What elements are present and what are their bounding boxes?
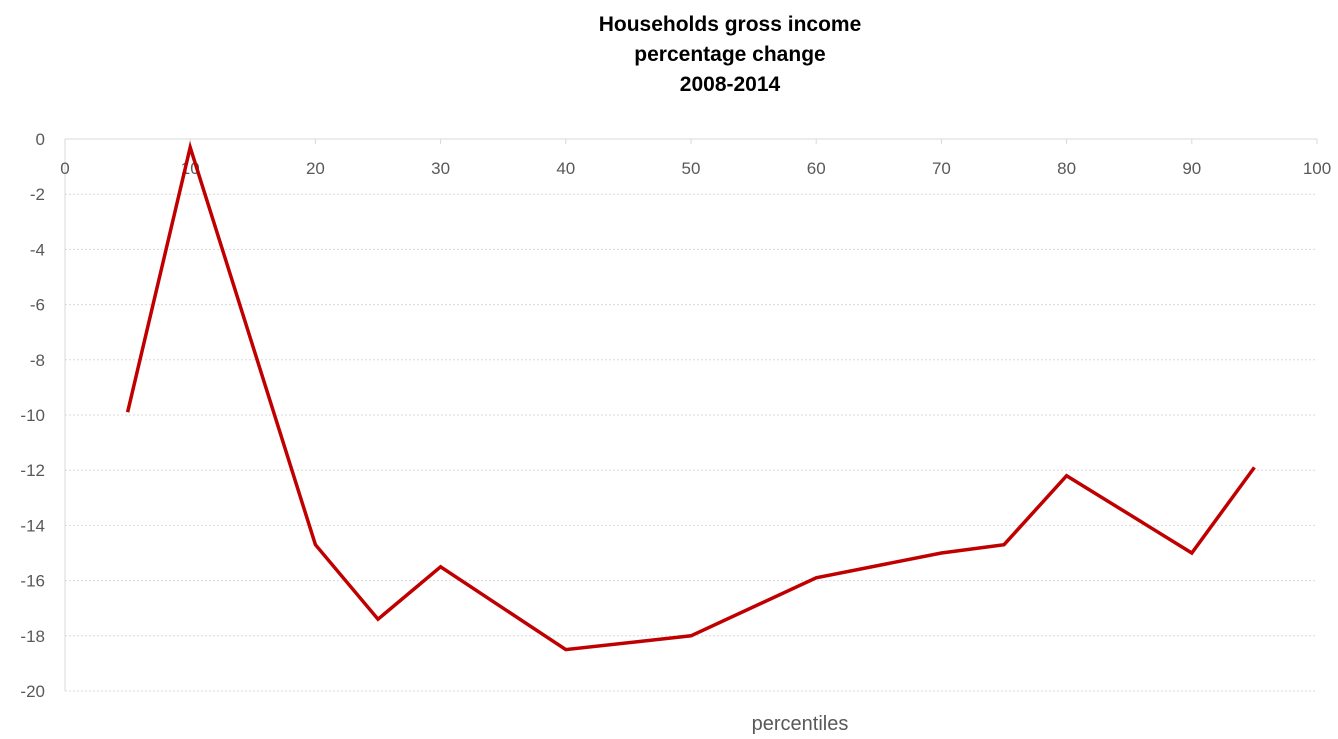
y-tick-label: -2: [30, 185, 45, 204]
y-tick-label: -14: [20, 516, 45, 535]
y-tick-label: -4: [30, 240, 45, 259]
x-axis-title: percentiles: [752, 713, 849, 735]
y-tick-label: -12: [20, 461, 45, 480]
x-tick-label: 80: [1057, 159, 1076, 178]
x-tick-labels: 0 10 20 30 40 50 60 70 80 90 100: [60, 159, 1331, 178]
axes: [64, 138, 1318, 691]
x-tick-label: 90: [1182, 159, 1201, 178]
y-tick-labels: 0 -2 -4 -6 -8 -10 -12 -14 -16 -18 -20: [20, 130, 45, 701]
x-tick-label: 40: [556, 159, 575, 178]
y-tick-label: -16: [20, 572, 45, 591]
y-tick-label: -6: [30, 296, 45, 315]
gridlines: [65, 193, 1317, 692]
x-tick-label: 20: [306, 159, 325, 178]
y-tick-label: -10: [20, 406, 45, 425]
x-tick-label: 30: [431, 159, 450, 178]
y-tick-label: 0: [36, 130, 45, 149]
x-tick-label: 0: [60, 159, 69, 178]
series-line: [125, 140, 1256, 652]
chart-title-line-2: percentage change: [634, 43, 826, 66]
y-tick-label: -18: [20, 627, 45, 646]
y-tick-label: -8: [30, 351, 45, 370]
x-tick-label: 100: [1303, 159, 1331, 178]
series-group: [125, 140, 1256, 652]
chart-title-line-3: 2008-2014: [679, 73, 781, 96]
x-tick-label: 50: [682, 159, 701, 178]
chart-title: Households gross income percentage chang…: [430, 10, 1030, 100]
x-tick-label: 60: [807, 159, 826, 178]
chart-title-line-1: Households gross income: [598, 13, 862, 36]
x-tick-label: 70: [932, 159, 951, 178]
y-tick-label: -20: [20, 682, 45, 701]
